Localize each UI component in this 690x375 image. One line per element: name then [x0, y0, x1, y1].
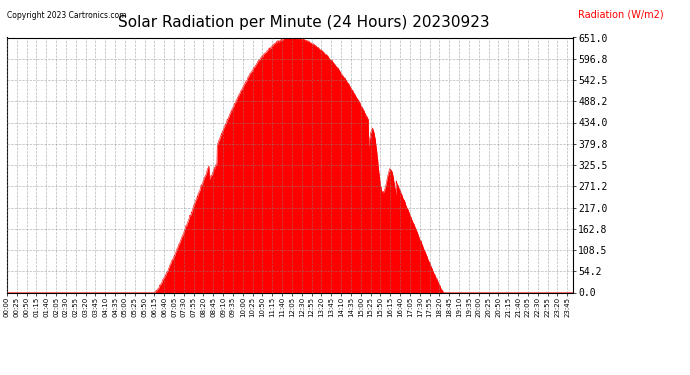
- Text: Radiation (W/m2): Radiation (W/m2): [578, 10, 664, 20]
- Text: Copyright 2023 Cartronics.com: Copyright 2023 Cartronics.com: [7, 10, 126, 20]
- Text: Solar Radiation per Minute (24 Hours) 20230923: Solar Radiation per Minute (24 Hours) 20…: [118, 15, 489, 30]
